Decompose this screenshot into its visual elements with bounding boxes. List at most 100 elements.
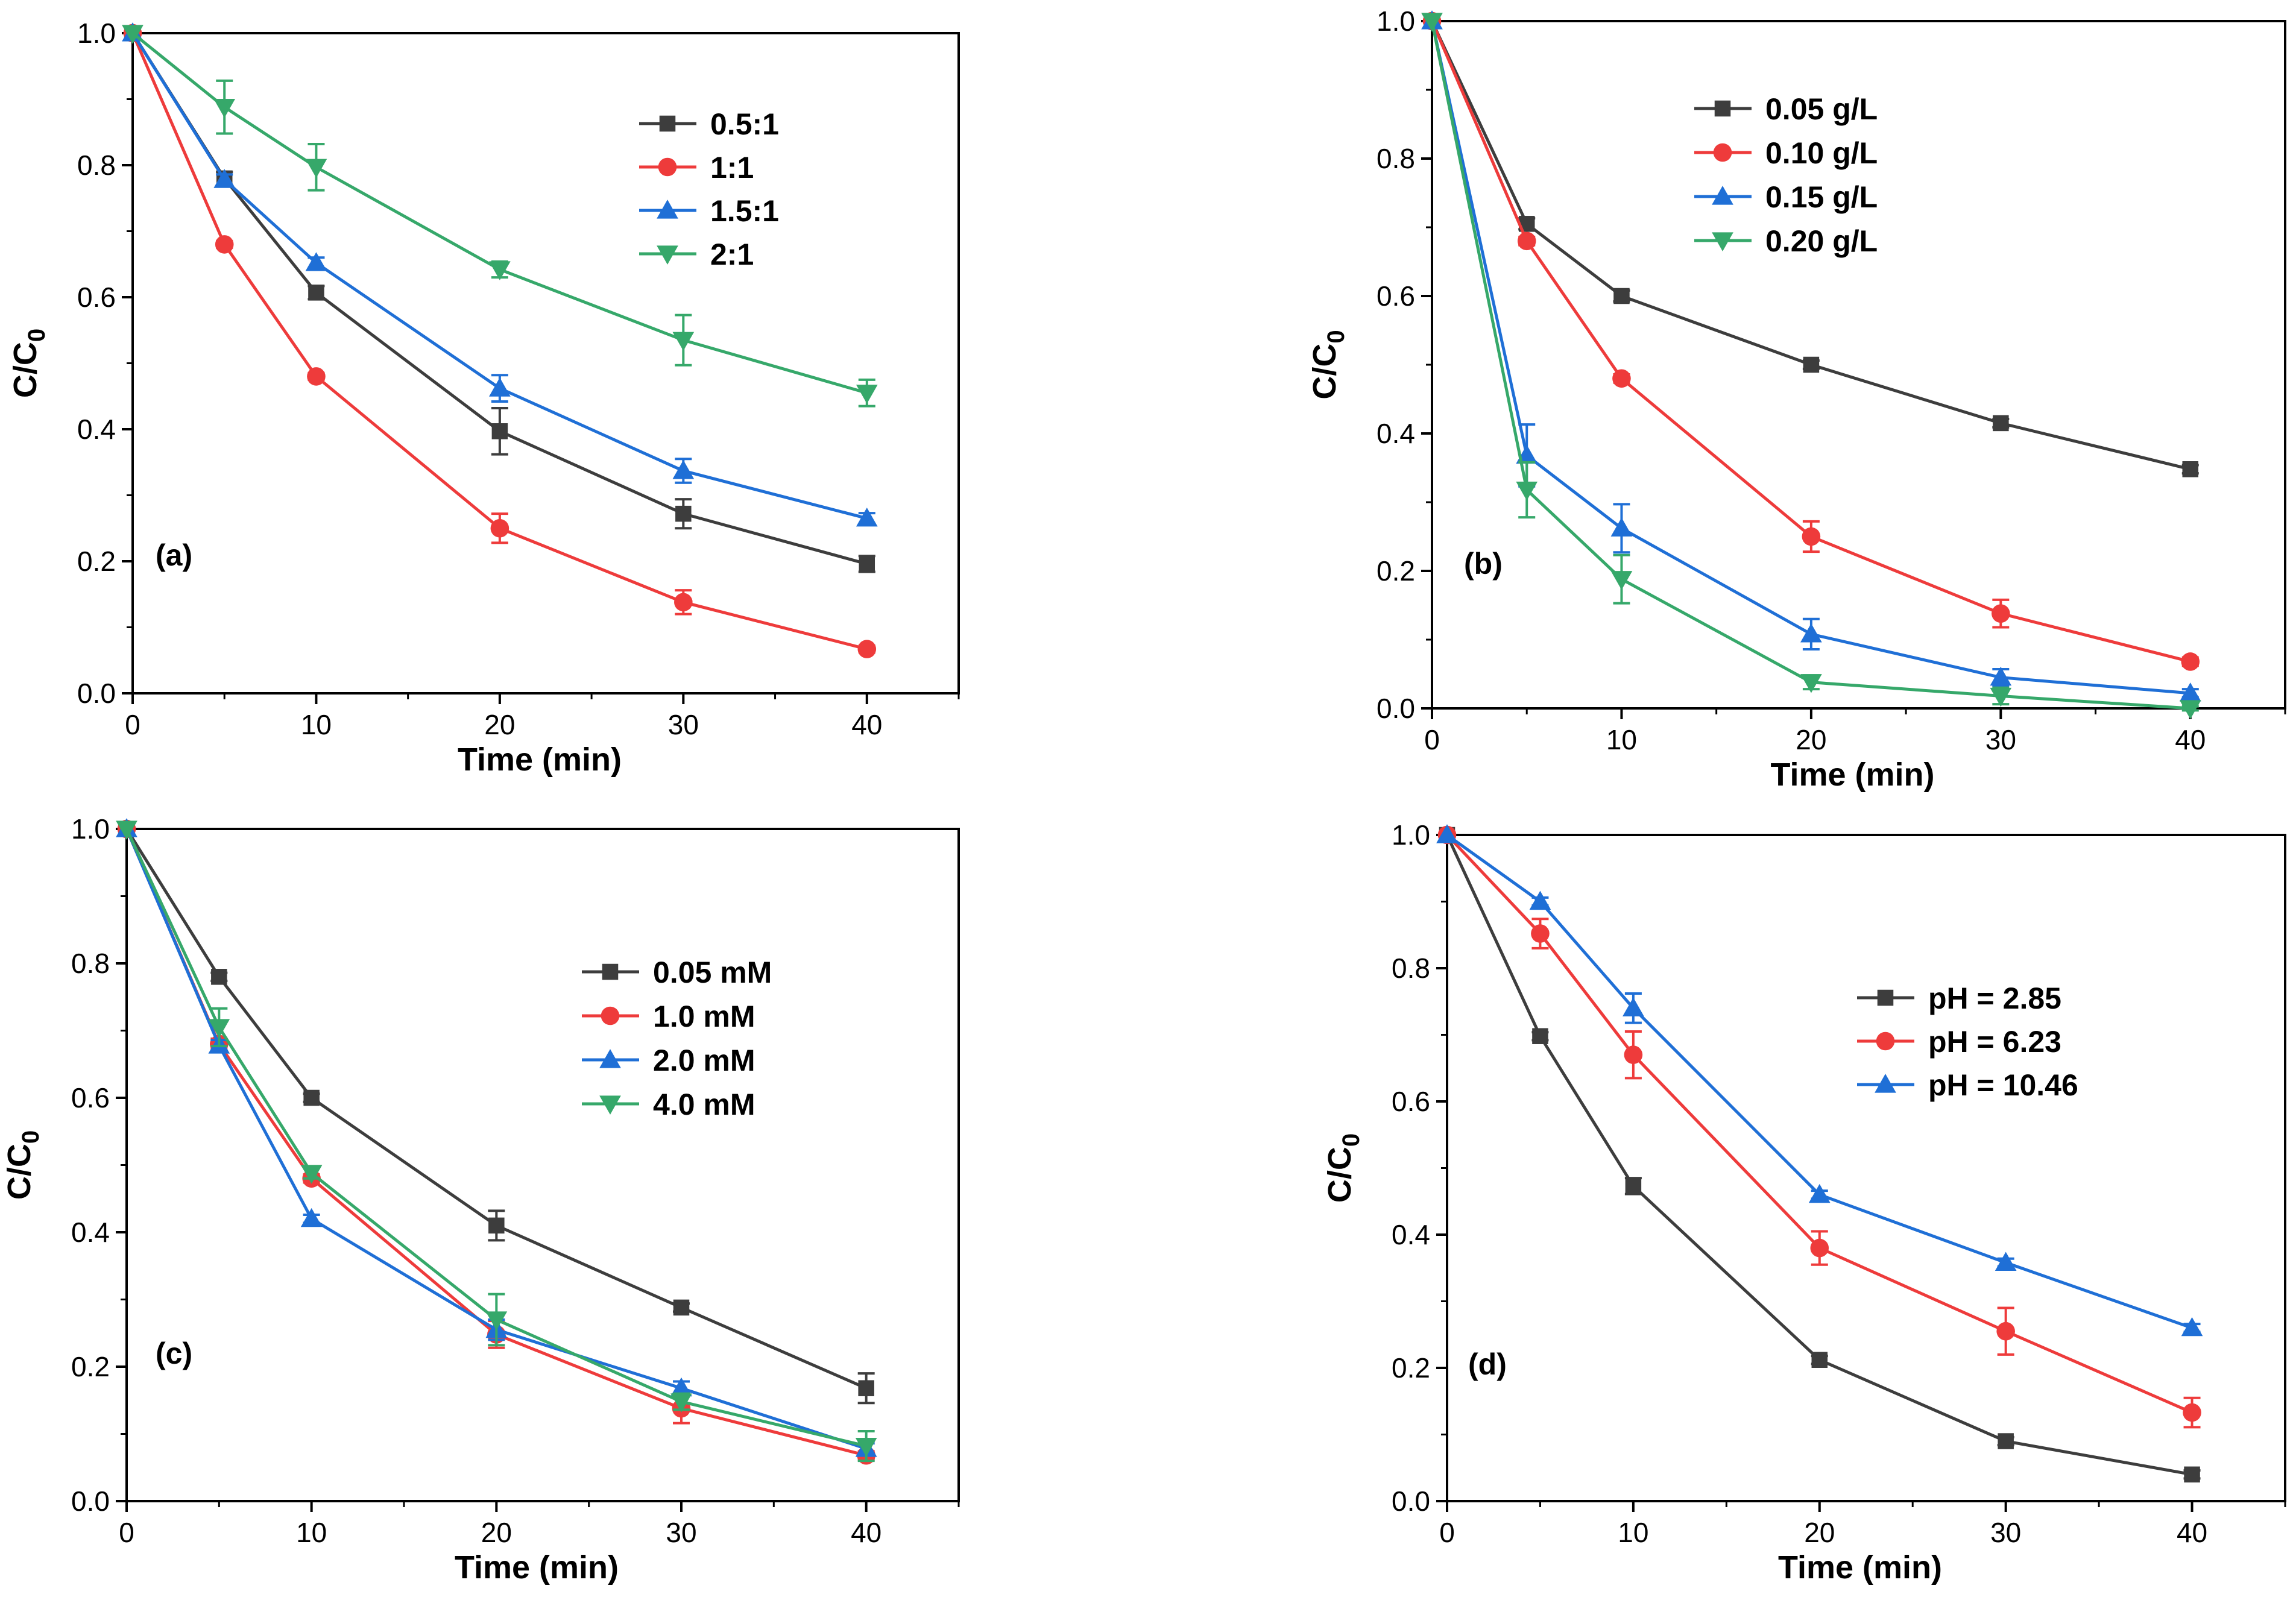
legend-marker <box>1875 1074 1896 1093</box>
legend-marker <box>657 245 678 265</box>
data-point <box>675 505 692 522</box>
legend: 0.05 g/L 0.10 g/L 0.15 g/L 0.20 g/L <box>1694 92 1878 258</box>
series-0-10-g-l <box>1422 11 2200 671</box>
series-line <box>125 828 867 1390</box>
x-tick-label: 0 <box>119 1517 134 1548</box>
x-tick-label: 0 <box>1439 1517 1455 1548</box>
y-axis-title-subscript: 0 <box>1338 1133 1364 1147</box>
y-tick-label: 1.0 <box>71 813 110 845</box>
data-point <box>1993 415 2009 432</box>
y-tick-label: 0.0 <box>77 678 116 709</box>
y-tick-label: 0.2 <box>1392 1352 1430 1384</box>
x-tick-label: 20 <box>481 1517 512 1548</box>
y-tick-label: 0.2 <box>77 546 116 577</box>
x-tick-label: 40 <box>851 709 882 740</box>
data-point <box>2183 1403 2201 1422</box>
y-tick-label: 0.6 <box>71 1082 110 1113</box>
legend-marker <box>659 115 676 132</box>
y-axis-title-main: C/C <box>1322 1147 1358 1203</box>
y-tick-label: 0.6 <box>77 282 116 313</box>
legend-marker <box>658 157 677 177</box>
series-0-05-g-l <box>1424 13 2199 477</box>
panel-label: (c) <box>156 1337 192 1370</box>
panel-label: (a) <box>156 538 192 572</box>
data-point <box>307 367 326 386</box>
legend-entry-label: 1:1 <box>710 151 754 184</box>
y-tick-label: 0.8 <box>77 150 116 181</box>
legend-entry-label: pH = 10.46 <box>1928 1068 2078 1102</box>
y-axis-title-subscript: 0 <box>17 1130 44 1144</box>
y-axis-title: C/C0 <box>1322 1133 1364 1203</box>
data-point <box>670 1377 692 1397</box>
data-point <box>213 99 236 118</box>
y-tick-label: 1.0 <box>1377 5 1415 37</box>
legend-marker <box>1877 989 1894 1006</box>
legend-entry-label: 0.5:1 <box>710 107 779 141</box>
data-point <box>1623 997 1644 1016</box>
data-point <box>1624 1045 1643 1064</box>
legend-marker <box>602 963 619 980</box>
series-2-1 <box>122 25 878 408</box>
legend-marker <box>1712 186 1733 205</box>
y-axis-title: C/C0 <box>1 1130 44 1200</box>
series-1-1 <box>123 24 877 658</box>
series-4-0-mm <box>116 820 877 1463</box>
y-tick-label: 1.0 <box>77 17 116 49</box>
data-point <box>1625 1178 1642 1194</box>
legend-entry-label: 1.5:1 <box>710 194 779 228</box>
legend-entry-label: 4.0 mM <box>653 1088 755 1121</box>
data-point <box>485 1311 508 1331</box>
chart-panel-a: 0 10 20 30 40 0.0 0.2 0.4 0.6 0.8 1.0 Time (min) C/C… <box>7 17 960 778</box>
data-point <box>674 593 693 612</box>
y-tick-label: 0.2 <box>1377 555 1415 587</box>
data-point <box>305 252 327 271</box>
chart-panel-c: 0 10 20 30 40 0.0 0.2 0.4 0.6 0.8 1.0 Time (min) C/C… <box>1 813 960 1586</box>
series-line <box>125 828 867 1448</box>
data-point <box>1808 1183 1831 1203</box>
data-point <box>2181 652 2200 671</box>
data-point <box>2181 1317 2203 1337</box>
data-point <box>2182 461 2199 477</box>
data-point <box>1613 288 1630 304</box>
series-line <box>1430 20 2190 710</box>
x-tick-label: 0 <box>1424 724 1440 755</box>
data-point <box>1531 924 1550 943</box>
series-line <box>1446 833 2193 1330</box>
data-point <box>1516 481 1538 501</box>
series-ph-10-46 <box>1436 824 2203 1337</box>
x-tick-label: 30 <box>668 709 699 740</box>
x-tick-label: 40 <box>851 1517 882 1548</box>
legend-marker <box>599 1049 621 1068</box>
data-point <box>1802 527 1821 546</box>
data-point <box>491 423 508 439</box>
data-point <box>2179 682 2201 702</box>
legend-marker <box>1876 1031 1895 1051</box>
legend-entry-label: pH = 2.85 <box>1928 981 2061 1015</box>
x-tick-label: 20 <box>484 709 515 740</box>
legend-entry-label: 2:1 <box>710 238 754 271</box>
data-point <box>672 460 695 479</box>
x-tick-label: 40 <box>2175 724 2206 755</box>
legend-marker <box>1712 232 1733 251</box>
legend-entry-label: 0.15 g/L <box>1765 180 1878 214</box>
series-line <box>131 32 868 395</box>
y-axis-title-subscript: 0 <box>24 329 50 342</box>
panel-label: (b) <box>1464 547 1503 581</box>
data-point <box>213 169 236 188</box>
data-point <box>856 507 878 527</box>
x-axis-title: Time (min) <box>458 742 622 778</box>
y-axis-title: C/C0 <box>1307 330 1349 399</box>
series-line <box>1446 834 2193 1414</box>
legend-entry-label: 0.05 mM <box>653 956 772 989</box>
y-axis-title: C/C0 <box>7 329 50 398</box>
legend-entry-label: 0.10 g/L <box>1765 136 1878 170</box>
y-axis-title-main: C/C <box>1 1144 37 1200</box>
legend-marker <box>1714 100 1731 117</box>
y-tick-label: 0.8 <box>71 948 110 979</box>
data-point <box>208 1019 230 1038</box>
y-tick-label: 0.8 <box>1377 143 1415 174</box>
data-point <box>300 1208 323 1227</box>
series-line <box>125 828 867 1450</box>
data-point <box>1998 1433 2014 1449</box>
